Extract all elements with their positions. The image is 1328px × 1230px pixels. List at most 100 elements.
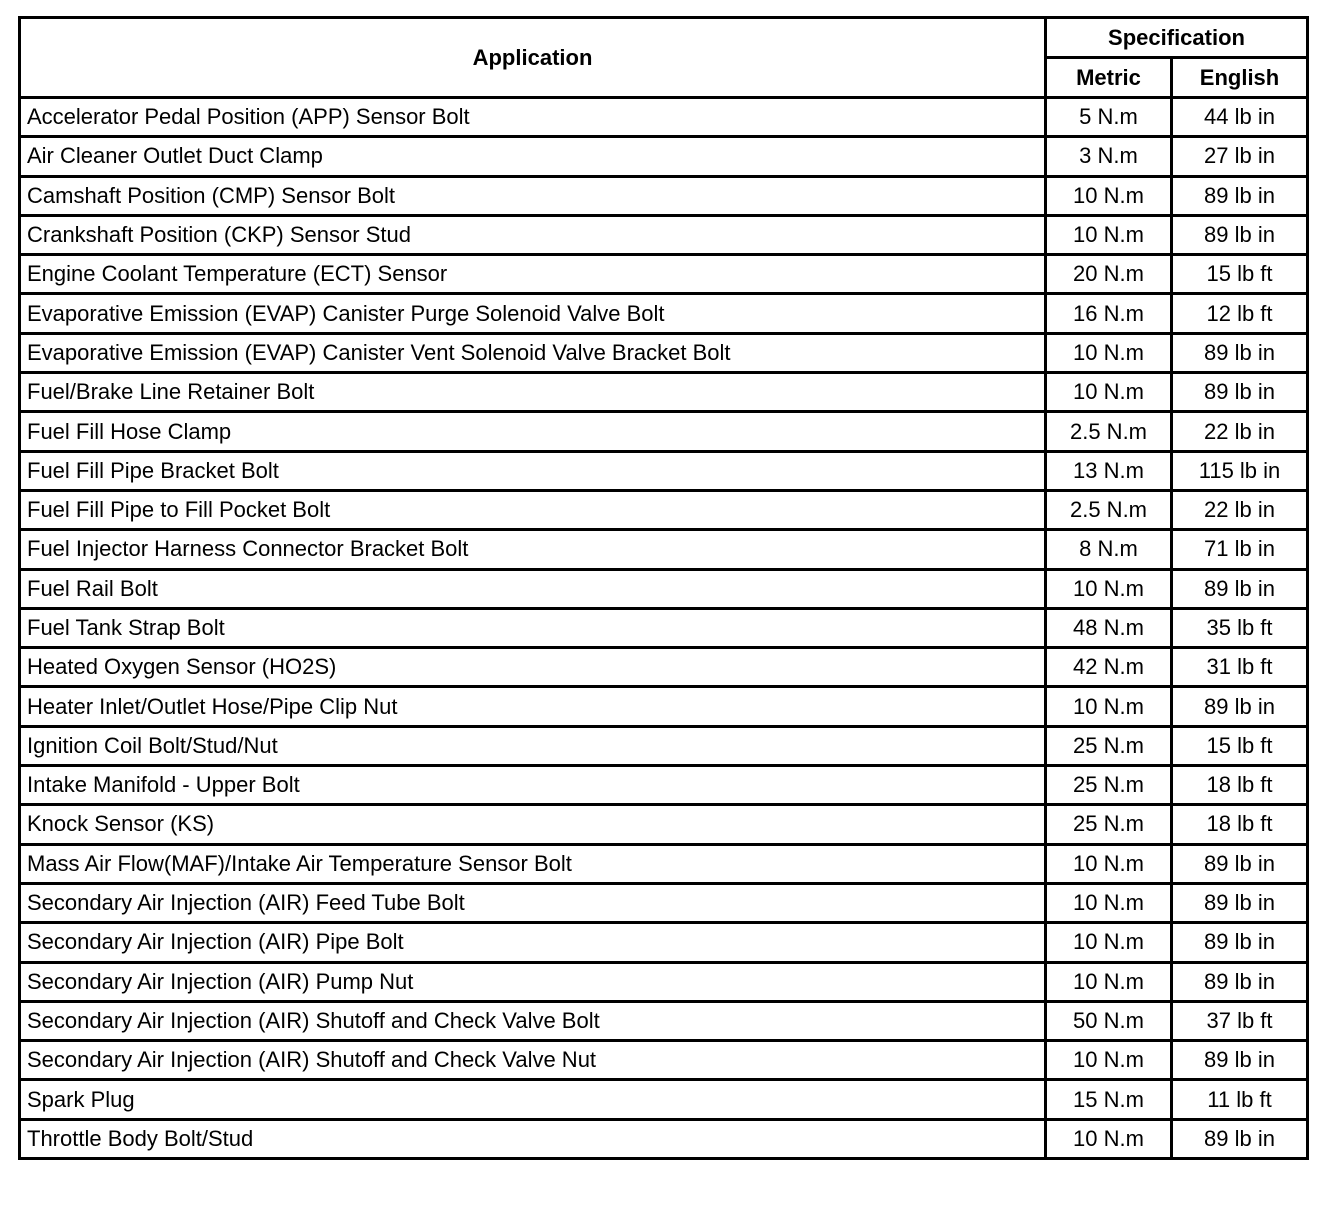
table-row: Throttle Body Bolt/Stud 10 N.m 89 lb in	[18, 1117, 1310, 1161]
table-row: Secondary Air Injection (AIR) Shutoff an…	[18, 1039, 1310, 1082]
metric-cell: 2.5 N.m	[1044, 410, 1173, 453]
application-cell: Evaporative Emission (EVAP) Canister Ven…	[18, 331, 1047, 375]
table-row: Engine Coolant Temperature (ECT) Sensor 2…	[18, 253, 1310, 296]
header-specification: Specification	[1043, 16, 1310, 59]
application-cell: Heated Oxygen Sensor (HO2S)	[18, 646, 1047, 689]
application-cell: Fuel Fill Pipe to Fill Pocket Bolt	[18, 488, 1047, 532]
english-cell: 18 lb ft	[1169, 803, 1310, 846]
english-cell: 89 lb in	[1169, 921, 1310, 964]
table-row: Accelerator Pedal Position (APP) Sensor …	[18, 95, 1310, 139]
application-cell: Throttle Body Bolt/Stud	[18, 1117, 1047, 1161]
application-cell: Heater Inlet/Outlet Hose/Pipe Clip Nut	[18, 685, 1047, 728]
english-cell: 89 lb in	[1169, 1117, 1310, 1161]
english-cell: 89 lb in	[1169, 685, 1310, 728]
english-cell: 15 lb ft	[1169, 724, 1310, 768]
metric-cell: 25 N.m	[1044, 724, 1173, 768]
table-row: Heated Oxygen Sensor (HO2S) 42 N.m 31 lb f…	[18, 646, 1310, 689]
metric-cell: 10 N.m	[1044, 174, 1173, 217]
table-row: Mass Air Flow(MAF)/Intake Air Temperatur…	[18, 842, 1310, 885]
english-cell: 89 lb in	[1169, 1039, 1310, 1082]
english-cell: 11 lb ft	[1169, 1078, 1310, 1121]
application-cell: Fuel Injector Harness Connector Bracket …	[18, 528, 1047, 571]
table-row: Ignition Coil Bolt/Stud/Nut 25 N.m 15 lb f…	[18, 724, 1310, 768]
metric-cell: 42 N.m	[1044, 646, 1173, 689]
english-cell: 15 lb ft	[1169, 253, 1310, 296]
metric-cell: 25 N.m	[1044, 803, 1173, 846]
table-row: Intake Manifold - Upper Bolt 25 N.m 18 lb …	[18, 764, 1310, 807]
application-cell: Mass Air Flow(MAF)/Intake Air Temperatur…	[18, 842, 1047, 885]
application-cell: Fuel/Brake Line Retainer Bolt	[18, 371, 1047, 414]
application-cell: Knock Sensor (KS)	[18, 803, 1047, 846]
metric-cell: 10 N.m	[1044, 567, 1173, 610]
application-cell: Evaporative Emission (EVAP) Canister Pur…	[18, 292, 1047, 335]
metric-cell: 10 N.m	[1044, 1039, 1173, 1082]
table-row: Fuel Fill Pipe to Fill Pocket Bolt 2.5 N.…	[18, 488, 1310, 532]
table-row: Fuel/Brake Line Retainer Bolt 10 N.m 89 lb…	[18, 371, 1310, 414]
table-row: Air Cleaner Outlet Duct Clamp 3 N.m 27 lb …	[18, 135, 1310, 178]
table-row: Secondary Air Injection (AIR) Feed Tube …	[18, 881, 1310, 925]
application-cell: Air Cleaner Outlet Duct Clamp	[18, 135, 1047, 178]
metric-cell: 25 N.m	[1044, 764, 1173, 807]
english-cell: 89 lb in	[1169, 960, 1310, 1003]
application-cell: Secondary Air Injection (AIR) Pump Nut	[18, 960, 1047, 1003]
table-row: Fuel Injector Harness Connector Bracket …	[18, 528, 1310, 571]
english-cell: 31 lb ft	[1169, 646, 1310, 689]
metric-cell: 10 N.m	[1044, 960, 1173, 1003]
english-cell: 22 lb in	[1169, 488, 1310, 532]
english-cell: 12 lb ft	[1169, 292, 1310, 335]
table-row: Heater Inlet/Outlet Hose/Pipe Clip Nut 10…	[18, 685, 1310, 728]
table-body: Accelerator Pedal Position (APP) Sensor …	[18, 95, 1310, 1161]
table-row: Knock Sensor (KS) 25 N.m 18 lb ft	[18, 803, 1310, 846]
metric-cell: 20 N.m	[1044, 253, 1173, 296]
metric-cell: 10 N.m	[1044, 921, 1173, 964]
english-cell: 27 lb in	[1169, 135, 1310, 178]
metric-cell: 10 N.m	[1044, 842, 1173, 885]
table-row: Fuel Fill Hose Clamp 2.5 N.m 22 lb in	[18, 410, 1310, 453]
table-row: Camshaft Position (CMP) Sensor Bolt 10 N.…	[18, 174, 1310, 217]
application-cell: Accelerator Pedal Position (APP) Sensor …	[18, 95, 1047, 139]
english-cell: 35 lb ft	[1169, 606, 1310, 650]
metric-cell: 15 N.m	[1044, 1078, 1173, 1121]
header-application: Application	[18, 16, 1047, 99]
application-cell: Secondary Air Injection (AIR) Shutoff an…	[18, 1039, 1047, 1082]
english-cell: 18 lb ft	[1169, 764, 1310, 807]
table-row: Crankshaft Position (CKP) Sensor Stud 10 …	[18, 213, 1310, 257]
table-row: Secondary Air Injection (AIR) Pump Nut 10…	[18, 960, 1310, 1003]
english-cell: 89 lb in	[1169, 881, 1310, 925]
english-cell: 89 lb in	[1169, 371, 1310, 414]
metric-cell: 10 N.m	[1044, 1117, 1173, 1161]
english-cell: 22 lb in	[1169, 410, 1310, 453]
application-cell: Intake Manifold - Upper Bolt	[18, 764, 1047, 807]
application-cell: Secondary Air Injection (AIR) Pipe Bolt	[18, 921, 1047, 964]
english-cell: 89 lb in	[1169, 213, 1310, 257]
application-cell: Crankshaft Position (CKP) Sensor Stud	[18, 213, 1047, 257]
english-cell: 115 lb in	[1169, 449, 1310, 492]
table-row: Fuel Tank Strap Bolt 48 N.m 35 lb ft	[18, 606, 1310, 650]
metric-cell: 10 N.m	[1044, 881, 1173, 925]
table-row: Secondary Air Injection (AIR) Pipe Bolt 1…	[18, 921, 1310, 964]
application-cell: Secondary Air Injection (AIR) Feed Tube …	[18, 881, 1047, 925]
header-metric: Metric	[1044, 56, 1173, 99]
application-cell: Ignition Coil Bolt/Stud/Nut	[18, 724, 1047, 768]
english-cell: 89 lb in	[1169, 842, 1310, 885]
english-cell: 89 lb in	[1169, 331, 1310, 375]
table-row: Evaporative Emission (EVAP) Canister Ven…	[18, 331, 1310, 375]
application-cell: Secondary Air Injection (AIR) Shutoff an…	[18, 999, 1047, 1043]
application-cell: Fuel Fill Pipe Bracket Bolt	[18, 449, 1047, 492]
metric-cell: 3 N.m	[1044, 135, 1173, 178]
application-cell: Engine Coolant Temperature (ECT) Sensor	[18, 253, 1047, 296]
english-cell: 37 lb ft	[1169, 999, 1310, 1043]
application-cell: Spark Plug	[18, 1078, 1047, 1121]
metric-cell: 13 N.m	[1044, 449, 1173, 492]
english-cell: 89 lb in	[1169, 567, 1310, 610]
table-row: Fuel Rail Bolt 10 N.m 89 lb in	[18, 567, 1310, 610]
table-row: Spark Plug 15 N.m 11 lb ft	[18, 1078, 1310, 1121]
table-row: Secondary Air Injection (AIR) Shutoff an…	[18, 999, 1310, 1043]
application-cell: Fuel Fill Hose Clamp	[18, 410, 1047, 453]
header-english: English	[1169, 56, 1310, 99]
metric-cell: 10 N.m	[1044, 371, 1173, 414]
application-cell: Fuel Tank Strap Bolt	[18, 606, 1047, 650]
table-row: Evaporative Emission (EVAP) Canister Pur…	[18, 292, 1310, 335]
application-cell: Camshaft Position (CMP) Sensor Bolt	[18, 174, 1047, 217]
metric-cell: 48 N.m	[1044, 606, 1173, 650]
